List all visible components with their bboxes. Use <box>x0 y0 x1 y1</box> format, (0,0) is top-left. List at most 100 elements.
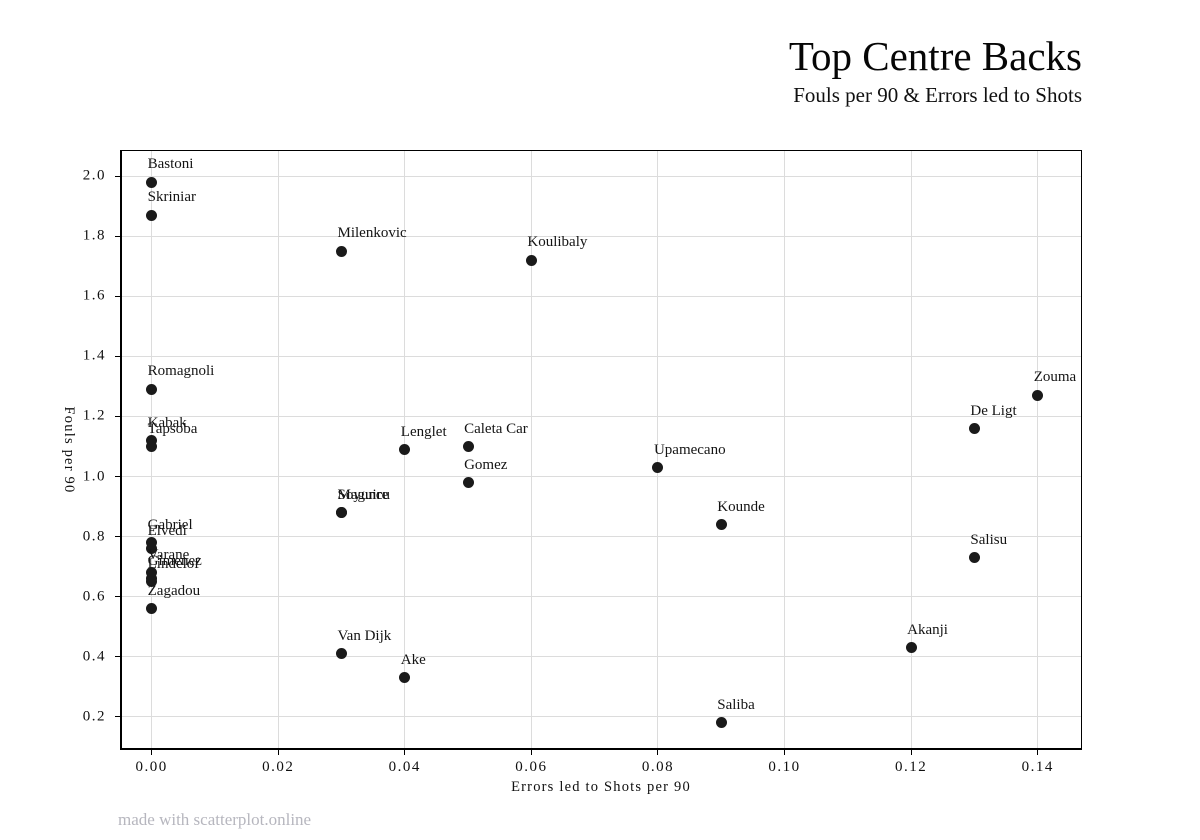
point-label: Elvedi <box>147 522 187 539</box>
data-point <box>146 543 158 555</box>
data-point <box>146 176 158 188</box>
point-label: De Ligt <box>970 402 1017 419</box>
y-tick-label: 0.4 <box>82 648 106 665</box>
point-label: Kabak <box>147 414 187 431</box>
x-tick-label: 0.02 <box>262 759 295 775</box>
point-label: Koulibaly <box>527 234 588 251</box>
point-label: Bastoni <box>147 156 194 173</box>
point-label: Zouma <box>1033 369 1077 386</box>
point-label: Tapsoba <box>147 420 198 437</box>
data-point <box>146 435 158 447</box>
data-point <box>1032 389 1044 401</box>
x-tick-label: 0.08 <box>641 759 675 775</box>
point-label: Varane <box>147 546 190 563</box>
point-label: Skriniar <box>147 189 196 206</box>
data-point <box>146 567 158 579</box>
point-label: Gabriel <box>147 516 193 533</box>
data-point <box>146 603 158 615</box>
data-point <box>968 423 980 435</box>
point-label: Caleta Car <box>464 420 528 437</box>
y-tick-label: 1.8 <box>82 227 106 244</box>
x-axis-tick <box>530 750 532 755</box>
point-label: Kounde <box>717 498 765 515</box>
y-tick-label: 1.2 <box>82 407 106 424</box>
x-axis-tick <box>404 750 406 755</box>
point-label: Soyuncu <box>337 486 391 503</box>
point-label: Akanji <box>907 621 948 638</box>
v-gridline <box>1037 150 1039 750</box>
x-axis-title: Errors led to Shots per 90 <box>511 779 691 795</box>
data-point <box>336 648 347 660</box>
h-gridline <box>120 235 1082 237</box>
x-tick-label: 0.04 <box>388 759 421 775</box>
point-label: Maguire <box>337 486 389 503</box>
data-point <box>336 245 347 257</box>
y-tick-label: 0.8 <box>82 528 106 545</box>
h-gridline <box>120 175 1082 177</box>
chart-subtitle: Fouls per 90 & Errors led to Shots <box>793 83 1082 107</box>
y-axis-title: Fouls per 90 <box>61 406 77 494</box>
y-tick-label: 2.0 <box>82 167 106 184</box>
data-point <box>652 462 664 474</box>
plot-frame <box>120 150 1082 750</box>
data-point <box>146 383 158 395</box>
y-axis-tick <box>115 716 120 718</box>
data-point <box>146 537 158 549</box>
h-gridline <box>120 415 1082 417</box>
x-axis-tick <box>657 750 659 755</box>
x-tick-label: 0.00 <box>135 759 168 775</box>
v-gridline <box>657 150 659 750</box>
y-axis-tick <box>115 596 120 598</box>
h-gridline <box>120 716 1082 718</box>
v-gridline <box>277 150 279 750</box>
y-tick-label: 0.2 <box>82 708 106 725</box>
y-tick-label: 1.6 <box>82 287 106 304</box>
point-label: Upamecano <box>653 441 726 458</box>
point-label: Zagadou <box>147 582 201 599</box>
x-axis-tick <box>1037 750 1039 755</box>
data-point <box>146 576 158 588</box>
point-label: Gomez <box>464 456 508 473</box>
point-label: Van Dijk <box>337 627 392 644</box>
h-gridline <box>120 355 1082 357</box>
data-point <box>336 507 347 519</box>
watermark-credit: made with scatterplot.online <box>118 810 312 829</box>
data-point <box>715 717 727 729</box>
y-tick-label: 1.4 <box>82 347 106 364</box>
h-gridline <box>120 596 1082 598</box>
y-axis-tick <box>115 175 120 177</box>
point-label: Gimenez <box>147 552 202 569</box>
point-label: Ake <box>400 651 426 668</box>
h-gridline <box>120 656 1082 658</box>
data-point <box>462 441 474 453</box>
y-axis-tick <box>115 415 120 417</box>
y-axis-tick <box>115 235 120 237</box>
x-axis-tick <box>784 750 786 755</box>
v-gridline <box>910 150 912 750</box>
data-point <box>399 672 411 684</box>
point-label: Salisu <box>970 531 1008 548</box>
data-point <box>146 209 158 221</box>
y-axis-tick <box>115 295 120 297</box>
y-tick-label: 1.0 <box>82 468 106 485</box>
data-point <box>399 444 411 456</box>
h-gridline <box>120 295 1082 297</box>
data-point <box>525 254 537 266</box>
data-point <box>715 519 727 531</box>
x-tick-label: 0.12 <box>894 759 928 775</box>
x-axis-tick <box>910 750 912 755</box>
point-label: Lindelof <box>147 555 200 572</box>
v-gridline <box>784 150 786 750</box>
data-point <box>905 642 917 654</box>
data-point <box>462 477 474 489</box>
x-tick-label: 0.10 <box>768 759 801 775</box>
y-axis-tick <box>115 355 120 357</box>
y-axis-tick <box>115 476 120 478</box>
x-tick-label: 0.06 <box>515 759 548 775</box>
h-gridline <box>120 476 1082 478</box>
data-point <box>146 441 158 453</box>
v-gridline <box>530 150 532 750</box>
point-label: Romagnoli <box>147 363 215 380</box>
y-axis-tick <box>115 656 120 658</box>
